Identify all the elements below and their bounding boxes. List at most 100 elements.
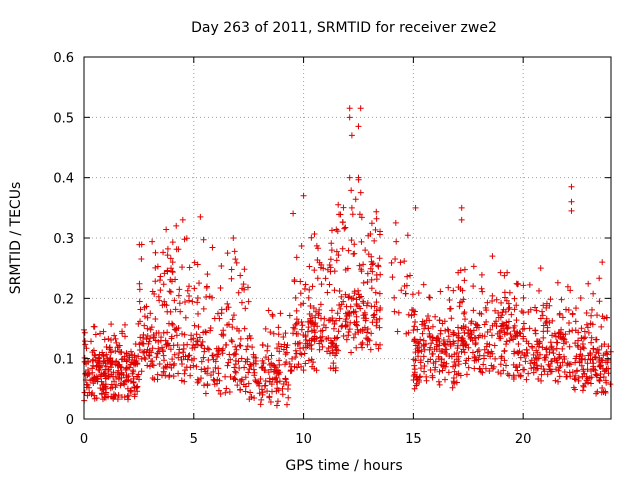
data-point [138, 368, 145, 375]
data-point [575, 377, 582, 384]
data-point [501, 289, 508, 296]
data-point [290, 324, 297, 331]
data-point [124, 385, 131, 392]
data-point [194, 337, 201, 344]
data-point [465, 344, 472, 351]
data-point [566, 328, 573, 335]
data-point [342, 224, 349, 231]
data-point [516, 329, 523, 336]
y-tick-label: 0.2 [53, 292, 74, 307]
data-point [522, 358, 529, 365]
data-point [521, 325, 528, 332]
data-point [100, 386, 107, 393]
data-point [181, 331, 188, 338]
data-point [218, 263, 225, 270]
data-point [447, 342, 454, 349]
data-point [553, 345, 560, 352]
data-point [435, 378, 442, 385]
data-point [499, 320, 506, 327]
data-point [544, 324, 551, 331]
data-point [578, 362, 585, 369]
data-point [274, 385, 281, 392]
data-point [497, 269, 504, 276]
data-point [264, 347, 271, 354]
data-point [456, 303, 463, 310]
data-point [204, 365, 211, 372]
data-point [377, 304, 384, 311]
data-point [156, 360, 163, 367]
data-point [598, 323, 605, 330]
data-point [331, 268, 338, 275]
data-point [297, 278, 304, 285]
data-point [100, 358, 107, 365]
data-point [233, 259, 240, 266]
data-point [148, 324, 155, 331]
data-point [358, 214, 365, 221]
data-point [122, 333, 129, 340]
data-point [483, 318, 490, 325]
data-point [200, 305, 207, 312]
data-point [603, 314, 610, 321]
data-point [262, 367, 269, 374]
data-point [339, 245, 346, 252]
data-point [526, 281, 533, 288]
data-point [169, 259, 176, 266]
data-point [426, 317, 433, 324]
data-point [246, 396, 253, 403]
data-point [596, 298, 603, 305]
data-point [489, 297, 496, 304]
data-point [373, 299, 380, 306]
data-point [391, 308, 398, 315]
data-point [355, 123, 362, 130]
data-point [174, 341, 181, 348]
data-point [356, 211, 363, 218]
data-point [187, 372, 194, 379]
data-point [601, 315, 608, 322]
data-point [552, 333, 559, 340]
data-point [346, 293, 353, 300]
data-point [487, 353, 494, 360]
data-point [150, 331, 157, 338]
data-point [105, 335, 112, 342]
data-point [130, 379, 137, 386]
data-point [468, 320, 475, 327]
data-point [281, 341, 288, 348]
data-point [591, 353, 598, 360]
data-point [266, 394, 273, 401]
data-point [601, 368, 608, 375]
data-point [155, 345, 162, 352]
data-point [224, 321, 231, 328]
data-point [81, 389, 88, 396]
data-point [556, 364, 563, 371]
data-point [471, 353, 478, 360]
data-point [366, 337, 373, 344]
data-points [81, 105, 614, 409]
x-tick-label: 5 [190, 432, 198, 447]
data-point [108, 348, 115, 355]
data-point [273, 374, 280, 381]
data-point [479, 288, 486, 295]
data-point [193, 331, 200, 338]
data-point [547, 296, 554, 303]
data-point [214, 353, 221, 360]
data-point [432, 313, 439, 320]
data-point [166, 361, 173, 368]
data-point [587, 380, 594, 387]
data-point [168, 278, 175, 285]
data-point [315, 312, 322, 319]
data-point [189, 345, 196, 352]
data-point [306, 286, 313, 293]
data-point [584, 324, 591, 331]
data-point [123, 372, 130, 379]
data-point [204, 271, 211, 278]
data-point [357, 189, 364, 196]
data-point [136, 298, 143, 305]
data-point [267, 398, 274, 405]
data-point [414, 345, 421, 352]
data-point [153, 354, 160, 361]
data-point [312, 308, 319, 315]
data-point [136, 280, 143, 287]
data-point [145, 340, 152, 347]
data-point [605, 356, 612, 363]
data-point [397, 259, 404, 266]
